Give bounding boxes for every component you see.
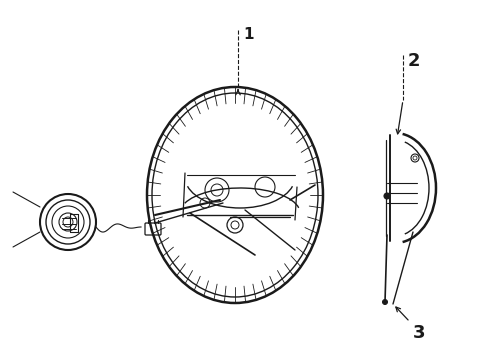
- Text: 1: 1: [243, 27, 253, 42]
- Text: 2: 2: [408, 52, 420, 70]
- Circle shape: [384, 193, 390, 199]
- Text: 3: 3: [413, 324, 425, 342]
- Circle shape: [383, 300, 388, 305]
